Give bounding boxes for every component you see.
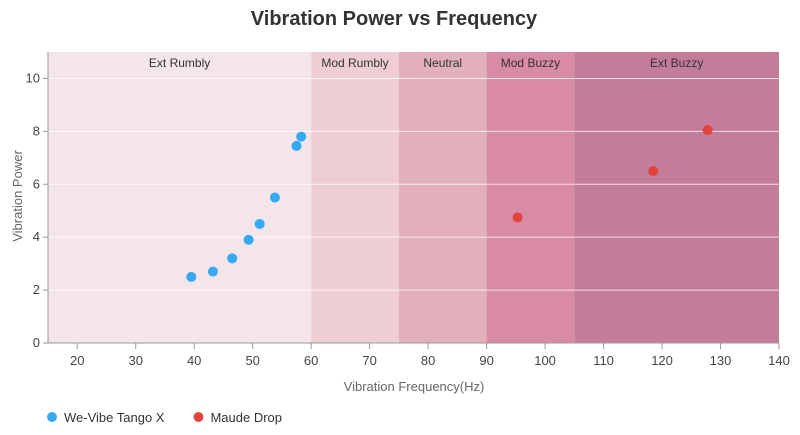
legend: We-Vibe Tango X Maude Drop <box>47 410 282 425</box>
x-axis-title: Vibration Frequency(Hz) <box>344 379 485 394</box>
band-4-region <box>574 52 779 343</box>
x-tick-label-10: 120 <box>651 353 673 368</box>
band-2-label: Neutral <box>423 56 462 70</box>
y-tick-label-2: 4 <box>33 229 40 244</box>
y-tick-label-1: 2 <box>33 282 40 297</box>
band-2-region <box>398 52 487 343</box>
grid-layer <box>48 77 779 291</box>
series-1-point-0 <box>512 212 523 223</box>
x-tick-label-2: 40 <box>187 353 201 368</box>
x-tick-label-12: 140 <box>768 353 790 368</box>
x-tick-label-1: 30 <box>128 353 142 368</box>
y-tick-label-4: 8 <box>33 123 40 138</box>
x-tick-label-11: 130 <box>710 353 732 368</box>
series-1-point-2 <box>702 125 713 136</box>
legend-label-1: Maude Drop <box>210 410 282 425</box>
series-0-point-2 <box>227 253 238 264</box>
band-3-label: Mod Buzzy <box>501 56 560 70</box>
x-tick-label-4: 60 <box>304 353 318 368</box>
series-0-point-7 <box>296 131 307 142</box>
band-1-label: Mod Rumbly <box>321 56 388 70</box>
series-0-point-4 <box>254 218 265 229</box>
x-tick-label-0: 20 <box>70 353 84 368</box>
legend-marker-0 <box>47 412 57 422</box>
x-tick-label-9: 110 <box>593 353 614 368</box>
y-tick-label-5: 10 <box>26 70 40 85</box>
band-4-label: Ext Buzzy <box>650 56 703 70</box>
series-0-point-3 <box>243 234 254 245</box>
chart-title: Vibration Power vs Frequency <box>251 8 538 30</box>
series-0-point-5 <box>269 192 280 203</box>
y-tick-label-0: 0 <box>33 335 40 350</box>
series-0-point-0 <box>186 271 197 282</box>
x-tick-label-5: 70 <box>362 353 376 368</box>
band-3-region <box>486 52 575 343</box>
x-tick-label-8: 100 <box>534 353 556 368</box>
legend-label-0: We-Vibe Tango X <box>64 410 165 425</box>
y-tick-label-3: 6 <box>33 176 40 191</box>
band-0-label: Ext Rumbly <box>149 56 210 70</box>
x-tick-label-6: 80 <box>421 353 435 368</box>
series-1-point-1 <box>648 166 659 177</box>
band-1-region <box>311 52 399 343</box>
y-axis-title: Vibration Power <box>10 150 25 242</box>
legend-marker-1 <box>193 412 204 422</box>
points-layer <box>186 125 713 282</box>
axes-layer: 0 2 4 6 8 10 20 30 40 50 60 70 80 90 100 110 120 130 140 <box>26 52 790 368</box>
x-tick-label-7: 90 <box>479 353 493 368</box>
series-0-point-6 <box>291 140 302 151</box>
band-0-region <box>48 52 312 343</box>
band-layer: Ext Rumbly Mod Rumbly Neutral Mod Buzzy Ext … <box>48 52 779 343</box>
series-0-point-1 <box>207 266 218 277</box>
x-tick-label-3: 50 <box>245 353 259 368</box>
